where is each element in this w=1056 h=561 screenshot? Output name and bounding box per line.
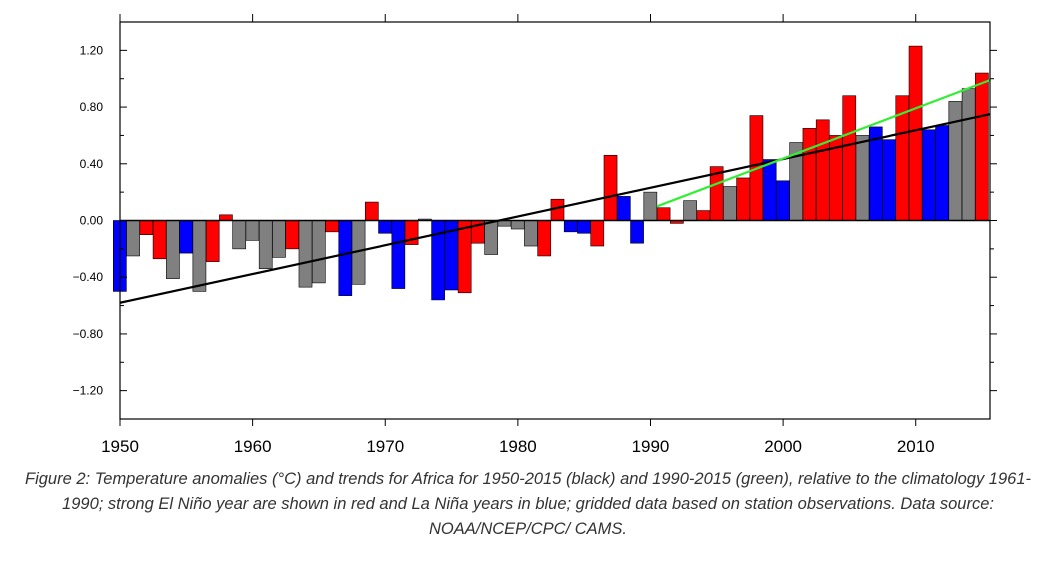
- trend-lines-layer: [119, 79, 991, 304]
- bar-1989: [630, 220, 644, 244]
- x-tick-label: 1980: [499, 437, 537, 456]
- bar-1980: [510, 220, 525, 230]
- x-tick-label: 1990: [632, 437, 670, 456]
- bar-1963: [285, 220, 300, 250]
- y-tick-label: −1.20: [73, 384, 104, 398]
- bar-2014: [961, 88, 976, 221]
- bar-1971: [391, 220, 406, 289]
- x-tick-label: 1950: [101, 437, 139, 456]
- bar-1986: [590, 220, 605, 247]
- bar-1994: [696, 210, 711, 221]
- bar-1993: [683, 200, 697, 221]
- x-tick-label: 1970: [366, 437, 404, 456]
- bar-1970: [378, 220, 392, 234]
- bar-1988: [616, 196, 631, 221]
- bar-2013: [948, 101, 963, 221]
- bar-1961: [258, 220, 273, 270]
- bar-1957: [205, 220, 220, 262]
- bar-1997: [736, 177, 750, 221]
- bar-2003: [815, 119, 830, 221]
- bar-2002: [802, 128, 817, 221]
- trend-line-1990-2015: [656, 79, 991, 208]
- figure-caption: Figure 2: Temperature anomalies (°C) and…: [25, 470, 1031, 538]
- bar-2011: [921, 129, 936, 221]
- bar-1959: [232, 220, 247, 250]
- x-tick-label: 1960: [234, 437, 272, 456]
- bar-2008: [882, 139, 896, 221]
- bar-1969: [364, 201, 379, 221]
- x-tick-label: 2000: [764, 437, 802, 456]
- bar-1999: [762, 159, 777, 221]
- bar-1964: [298, 220, 313, 288]
- bar-2015: [975, 72, 989, 221]
- y-tick-label: 0.40: [80, 157, 104, 171]
- ticks-layer: −1.20 −0.80 −0.40 0.00 0.40 0.80 1.20 1950 1960 1…: [73, 14, 997, 456]
- bar-1978: [484, 220, 499, 255]
- y-tick-label: 1.20: [80, 43, 104, 57]
- bar-1955: [179, 220, 193, 254]
- bar-1996: [723, 186, 737, 221]
- bar-1962: [272, 220, 286, 258]
- bar-2010: [908, 45, 923, 221]
- bar-1954: [166, 220, 180, 279]
- bar-1953: [152, 220, 167, 260]
- bar-1976: [457, 220, 472, 294]
- y-tick-label: −0.80: [73, 327, 104, 341]
- bar-1982: [537, 220, 552, 257]
- bar-1965: [311, 220, 326, 284]
- bar-1960: [245, 220, 260, 241]
- y-tick-label: 0.80: [80, 100, 104, 114]
- bar-1987: [603, 154, 618, 221]
- y-tick-label: −0.40: [73, 270, 104, 284]
- bar-1951: [126, 220, 140, 257]
- bar-1966: [325, 220, 339, 233]
- trend-line-1950-2015: [119, 113, 991, 304]
- bar-2012: [935, 125, 949, 221]
- bar-1981: [524, 220, 538, 247]
- y-tick-label: 0.00: [80, 214, 104, 228]
- bar-1991: [656, 207, 671, 221]
- bar-1985: [577, 220, 591, 234]
- bar-1984: [563, 220, 578, 233]
- bar-1956: [192, 220, 207, 292]
- bar-2000: [776, 180, 790, 221]
- bar-1952: [139, 220, 154, 235]
- bar-2006: [855, 135, 870, 221]
- bars-layer: [113, 45, 989, 301]
- bar-1958: [219, 214, 233, 221]
- bar-1990: [643, 191, 658, 221]
- bar-1967: [338, 220, 353, 296]
- x-tick-label: 2010: [897, 437, 935, 456]
- bar-2005: [842, 95, 857, 221]
